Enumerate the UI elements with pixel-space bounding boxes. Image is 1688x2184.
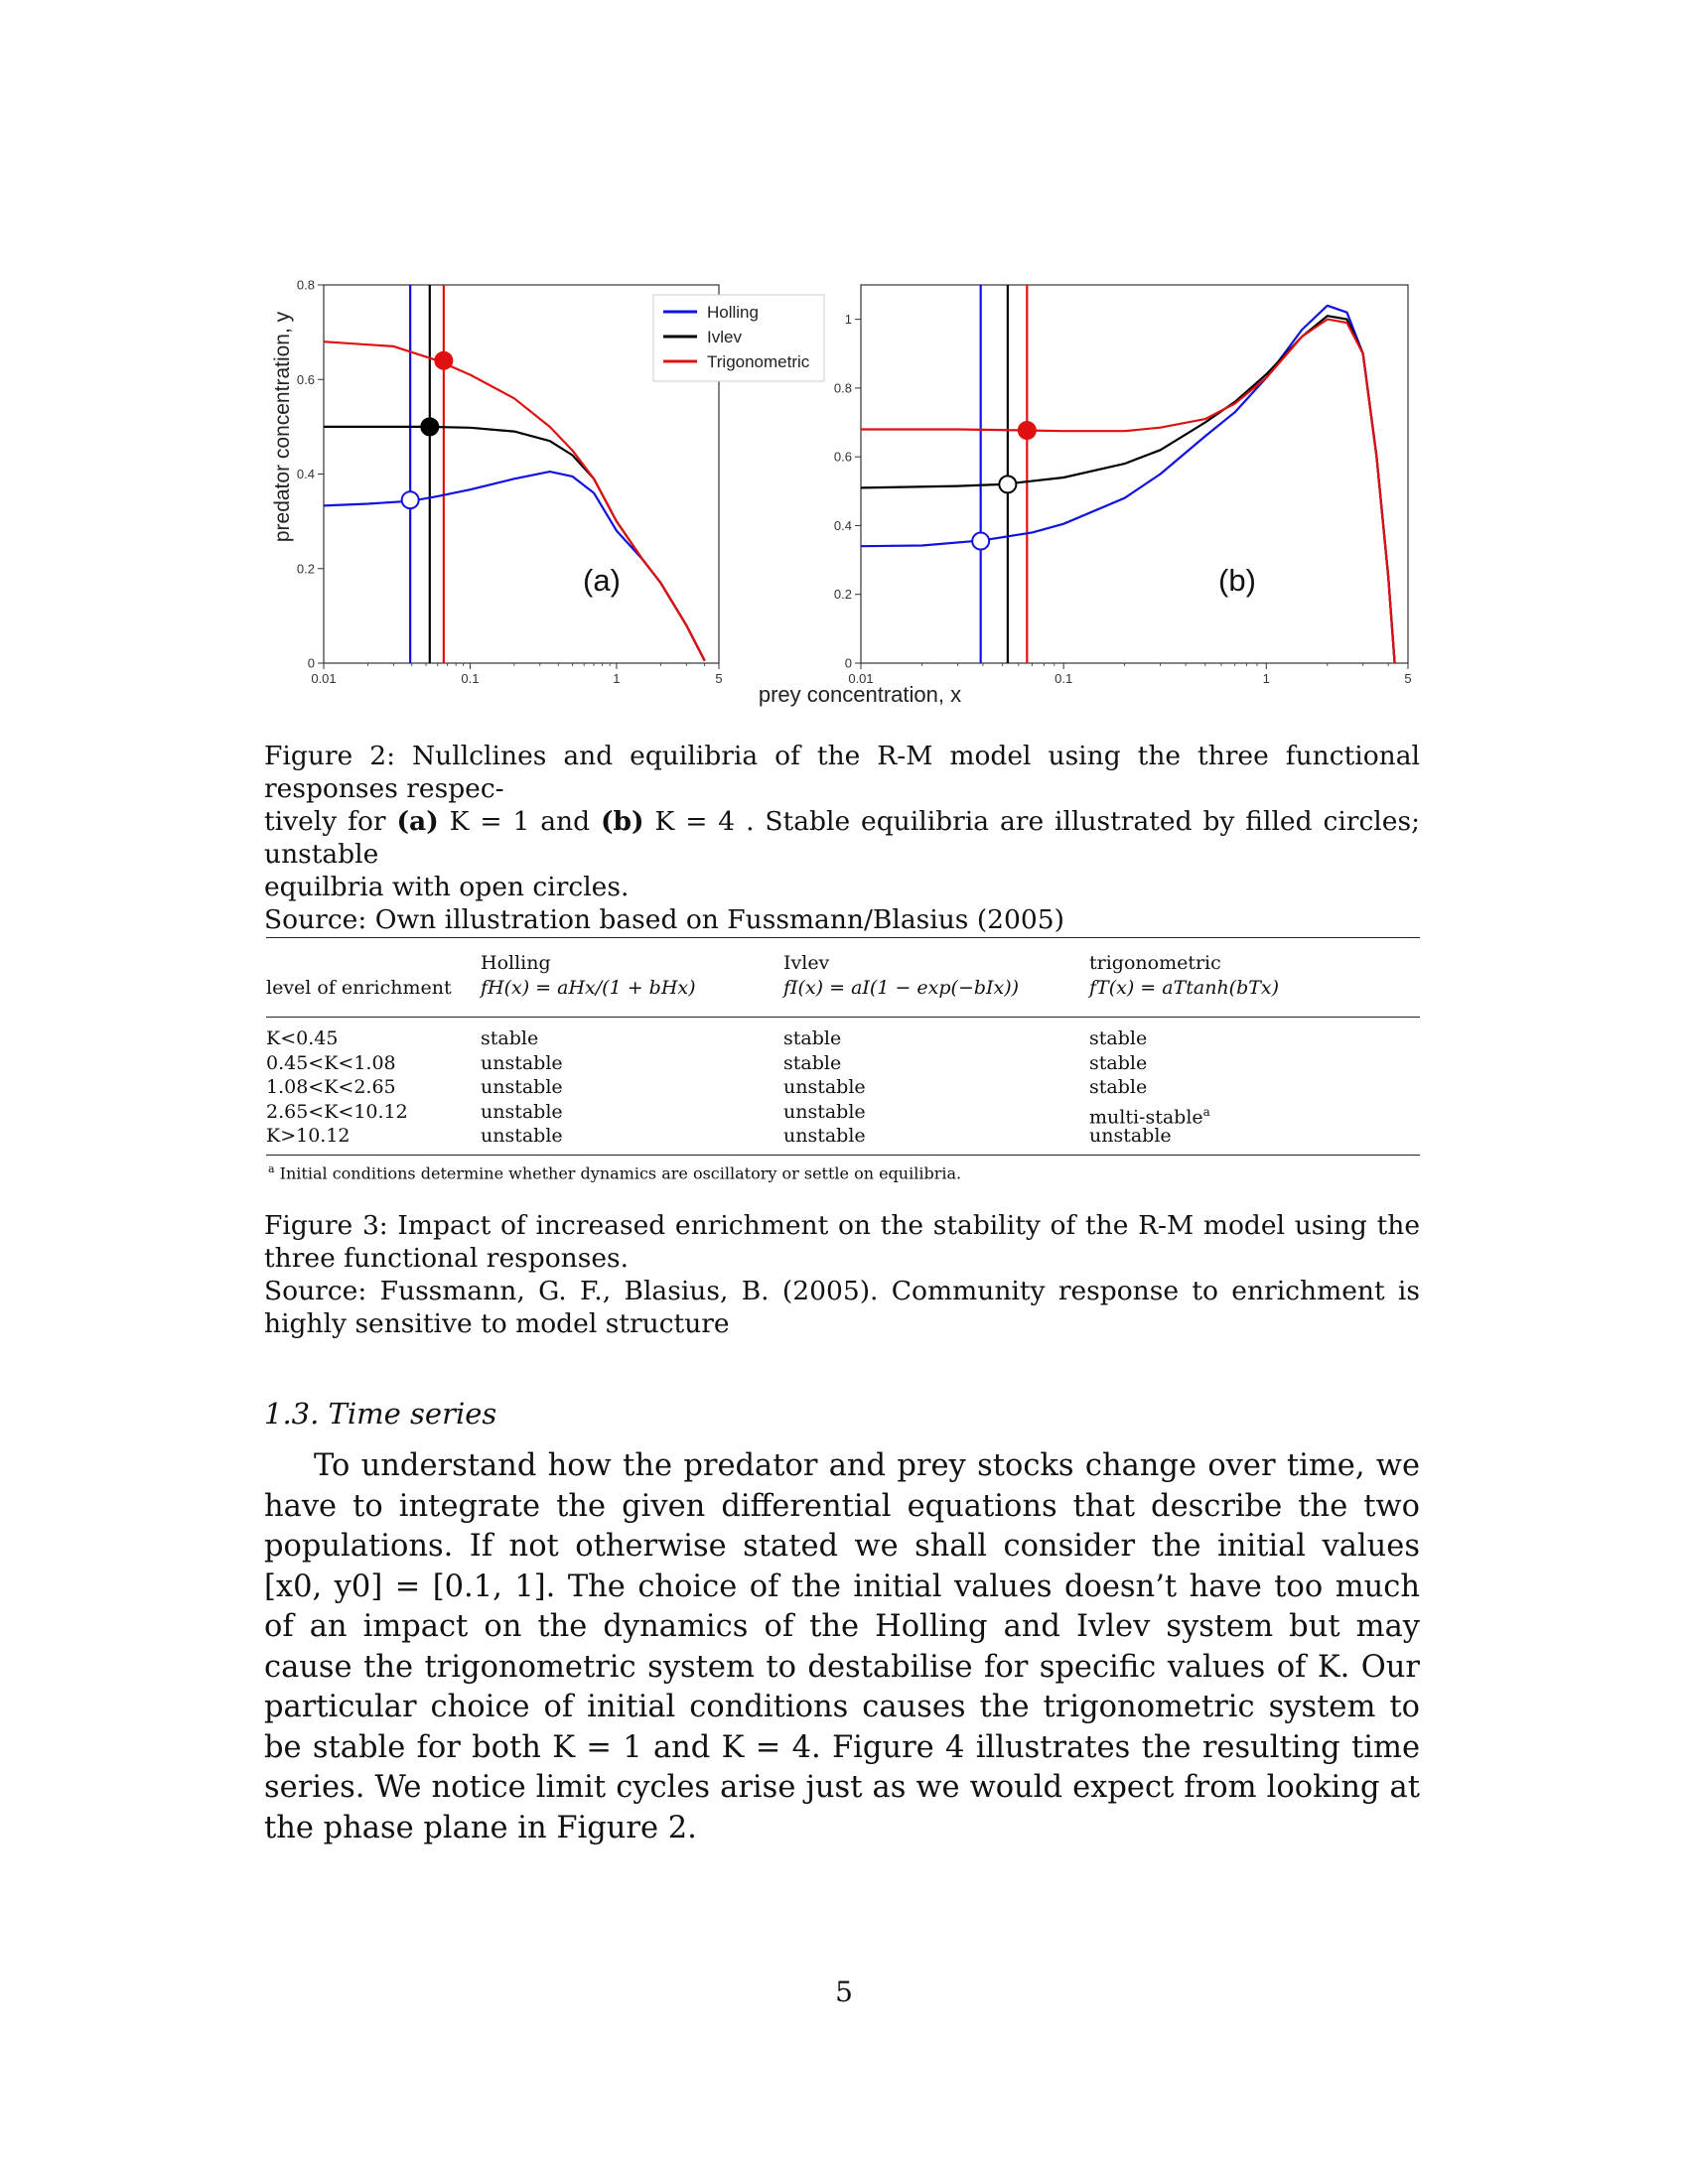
y-tick-label: 0.4 (834, 518, 852, 533)
table-cell-trig: stable (1089, 1076, 1148, 1098)
legend-box (652, 294, 825, 382)
y-tick-label: 0.4 (297, 467, 315, 481)
figure-2-caption: Figure 2: Nullclines and equilibria of t… (264, 740, 1420, 936)
panel-label: (a) (583, 563, 621, 598)
unstable-equilibrium-point (400, 490, 420, 510)
x-tick-label: 0.1 (1055, 671, 1072, 686)
table-cell-ivlev: unstable (783, 1125, 866, 1147)
x-axis-label: prey concentration, x (759, 682, 961, 707)
table-header-level: level of enrichment (266, 977, 452, 999)
section-paragraph: To understand how the predator and prey … (264, 1448, 1420, 1845)
table-cell-trig: stable (1089, 1027, 1148, 1049)
y-tick-label: 0.6 (297, 372, 315, 387)
table-cell-holling: unstable (481, 1100, 563, 1123)
figure-2: predator concentration, y prey concentra… (271, 278, 1412, 708)
y-tick-label: 0 (308, 656, 315, 671)
table-cell-k: K<0.45 (266, 1027, 339, 1049)
table-cell-holling: unstable (481, 1076, 563, 1098)
stable-equilibrium-point (434, 350, 454, 370)
x-tick-label: 5 (715, 671, 722, 686)
y-tick-label: 0.2 (297, 561, 315, 576)
y-tick-label: 0.6 (834, 450, 852, 465)
y-tick-label: 1 (845, 312, 852, 327)
table-cell-ivlev: stable (783, 1027, 842, 1049)
table-header-holling: Holling (481, 952, 551, 974)
table-cell-k: 1.08<K<2.65 (266, 1076, 396, 1098)
legend-label-ivlev: Ivlev (707, 328, 742, 346)
stable-equilibrium-point (1017, 421, 1037, 441)
x-tick-label: 1 (1263, 671, 1270, 686)
caption-source: Source: Fussmann, G. F., Blasius, B. (20… (264, 1276, 1420, 1339)
page-number: 5 (835, 1976, 853, 2008)
y-tick-label: 0 (845, 656, 852, 671)
caption-line: equilbria with open circles. (264, 872, 630, 902)
panel-label: (b) (1218, 563, 1256, 598)
stable-equilibrium-point (420, 417, 440, 437)
table-top-rule (266, 937, 1420, 938)
unstable-equilibrium-point (998, 475, 1018, 494)
plot-frame (860, 284, 1409, 664)
caption-panel-a: (a) (396, 806, 439, 837)
table-formula-holling: fH(x) = aHx/(1 + bHx) (481, 977, 696, 999)
table-cell-trig: stable (1089, 1051, 1148, 1074)
x-tick-label: 0.01 (311, 671, 336, 686)
y-tick-label: 0.8 (297, 278, 315, 293)
table-header-rule (266, 1017, 1420, 1018)
table-cell-holling: unstable (481, 1051, 563, 1074)
x-tick-label: 0.01 (848, 671, 873, 686)
y-tick-label: 0.2 (834, 587, 852, 602)
table-formula-trig: fT(x) = aTtanh(bTx) (1089, 977, 1280, 999)
unstable-equilibrium-point (971, 531, 991, 551)
footnote-mark: a (268, 1162, 275, 1175)
section-heading: 1.3. Time series (264, 1397, 497, 1431)
table-cell-ivlev: unstable (783, 1100, 866, 1123)
table-footnote: a Initial conditions determine whether d… (268, 1162, 961, 1182)
caption-line: Figure 2: Nullclines and equilibria of t… (264, 741, 1420, 804)
table-bottom-rule (266, 1155, 1420, 1156)
x-tick-label: 5 (1404, 671, 1411, 686)
table-cell-trig: unstable (1089, 1125, 1172, 1147)
table-cell-trig: multi-stablea (1089, 1100, 1210, 1130)
legend-label-trig: Trigonometric (707, 352, 810, 371)
footnote-text: Initial conditions determine whether dyn… (279, 1163, 962, 1183)
caption-line: Figure 3: Impact of increased enrichment… (264, 1210, 1420, 1274)
caption-text: K = 4 . Stable equilibria are illustrate… (264, 806, 1420, 870)
caption-source: Source: Own illustration based on Fussma… (264, 904, 1064, 935)
x-tick-label: 1 (613, 671, 620, 686)
table-formula-ivlev: fI(x) = aI(1 − exp(−bIx)) (783, 977, 1020, 999)
y-axis-label: predator concentration, y (271, 311, 294, 542)
caption-text: K = 1 and (438, 806, 601, 837)
predator-nullcline-trigonometric (861, 318, 1396, 664)
legend: Holling Ivlev Trigonometric (652, 294, 825, 382)
figure-3-caption: Figure 3: Impact of increased enrichment… (264, 1209, 1420, 1340)
table-cell-k: 2.65<K<10.12 (266, 1100, 408, 1123)
table-cell-text: multi-stable (1089, 1105, 1203, 1128)
y-tick-label: 0.8 (834, 380, 852, 395)
table-cell-k: 0.45<K<1.08 (266, 1051, 396, 1074)
table-cell-ivlev: unstable (783, 1076, 866, 1098)
caption-panel-b: (b) (600, 806, 644, 837)
table-cell-holling: stable (481, 1027, 539, 1049)
table-cell-ivlev: stable (783, 1051, 842, 1074)
table-cell-k: K>10.12 (266, 1125, 351, 1147)
table-cell-holling: unstable (481, 1125, 563, 1147)
x-tick-label: 0.1 (461, 671, 479, 686)
caption-text: tively for (264, 806, 397, 837)
table-header-ivlev: Ivlev (783, 952, 830, 974)
caption-line: tively for (a) K = 1 and (b) K = 4 . Sta… (264, 805, 1420, 871)
legend-label-holling: Holling (707, 303, 759, 322)
panel-b: 0.01 0.1 1 5 0 0.2 0.4 0.6 0.8 1 (b) (834, 284, 1412, 686)
table-header-trig: trigonometric (1089, 952, 1221, 974)
footnote-marker: a (1202, 1104, 1210, 1119)
